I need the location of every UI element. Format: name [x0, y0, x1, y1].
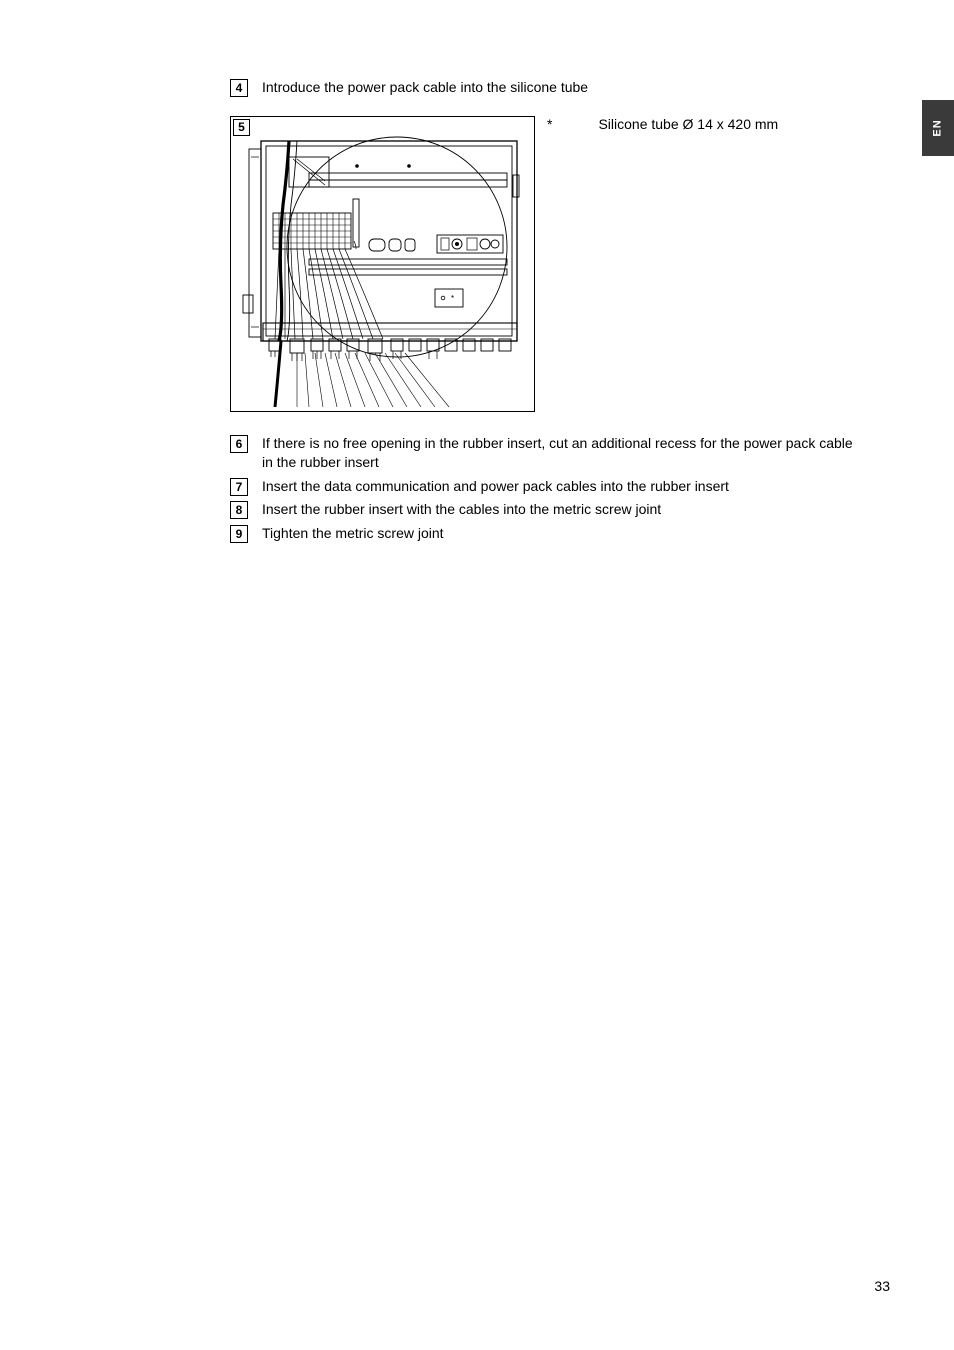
caption-marker: * — [547, 116, 552, 132]
step-text: Insert the data communication and power … — [262, 477, 860, 497]
step-text: If there is no free opening in the rubbe… — [262, 434, 860, 473]
figure-number: 5 — [233, 119, 250, 136]
step-number: 4 — [230, 79, 248, 97]
caption-text: Silicone tube Ø 14 x 420 mm — [598, 116, 778, 132]
figure-5: 5 — [230, 116, 535, 412]
figure-caption: * Silicone tube Ø 14 x 420 mm — [547, 116, 778, 132]
figure-area: 5 — [230, 116, 860, 412]
step-8: 8 Insert the rubber insert with the cabl… — [230, 500, 860, 520]
terminal-block-left — [273, 213, 351, 249]
language-tab: EN — [922, 100, 954, 156]
figure-illustration: * — [239, 135, 529, 407]
step-7: 7 Insert the data communication and powe… — [230, 477, 860, 497]
step-number: 9 — [230, 525, 248, 543]
step-text: Tighten the metric screw joint — [262, 524, 860, 544]
language-tab-label: EN — [932, 119, 944, 136]
step-number: 8 — [230, 501, 248, 519]
page-content: 4 Introduce the power pack cable into th… — [230, 78, 860, 548]
step-number: 7 — [230, 478, 248, 496]
page-number: 33 — [874, 1278, 890, 1294]
steps-after-figure: 6 If there is no free opening in the rub… — [230, 434, 860, 544]
step-text: Introduce the power pack cable into the … — [262, 78, 860, 98]
step-text: Insert the rubber insert with the cables… — [262, 500, 860, 520]
step-9: 9 Tighten the metric screw joint — [230, 524, 860, 544]
step-6: 6 If there is no free opening in the rub… — [230, 434, 860, 473]
step-4: 4 Introduce the power pack cable into th… — [230, 78, 860, 98]
step-number: 6 — [230, 435, 248, 453]
svg-text:*: * — [451, 294, 454, 303]
hanging-wires — [275, 249, 383, 339]
